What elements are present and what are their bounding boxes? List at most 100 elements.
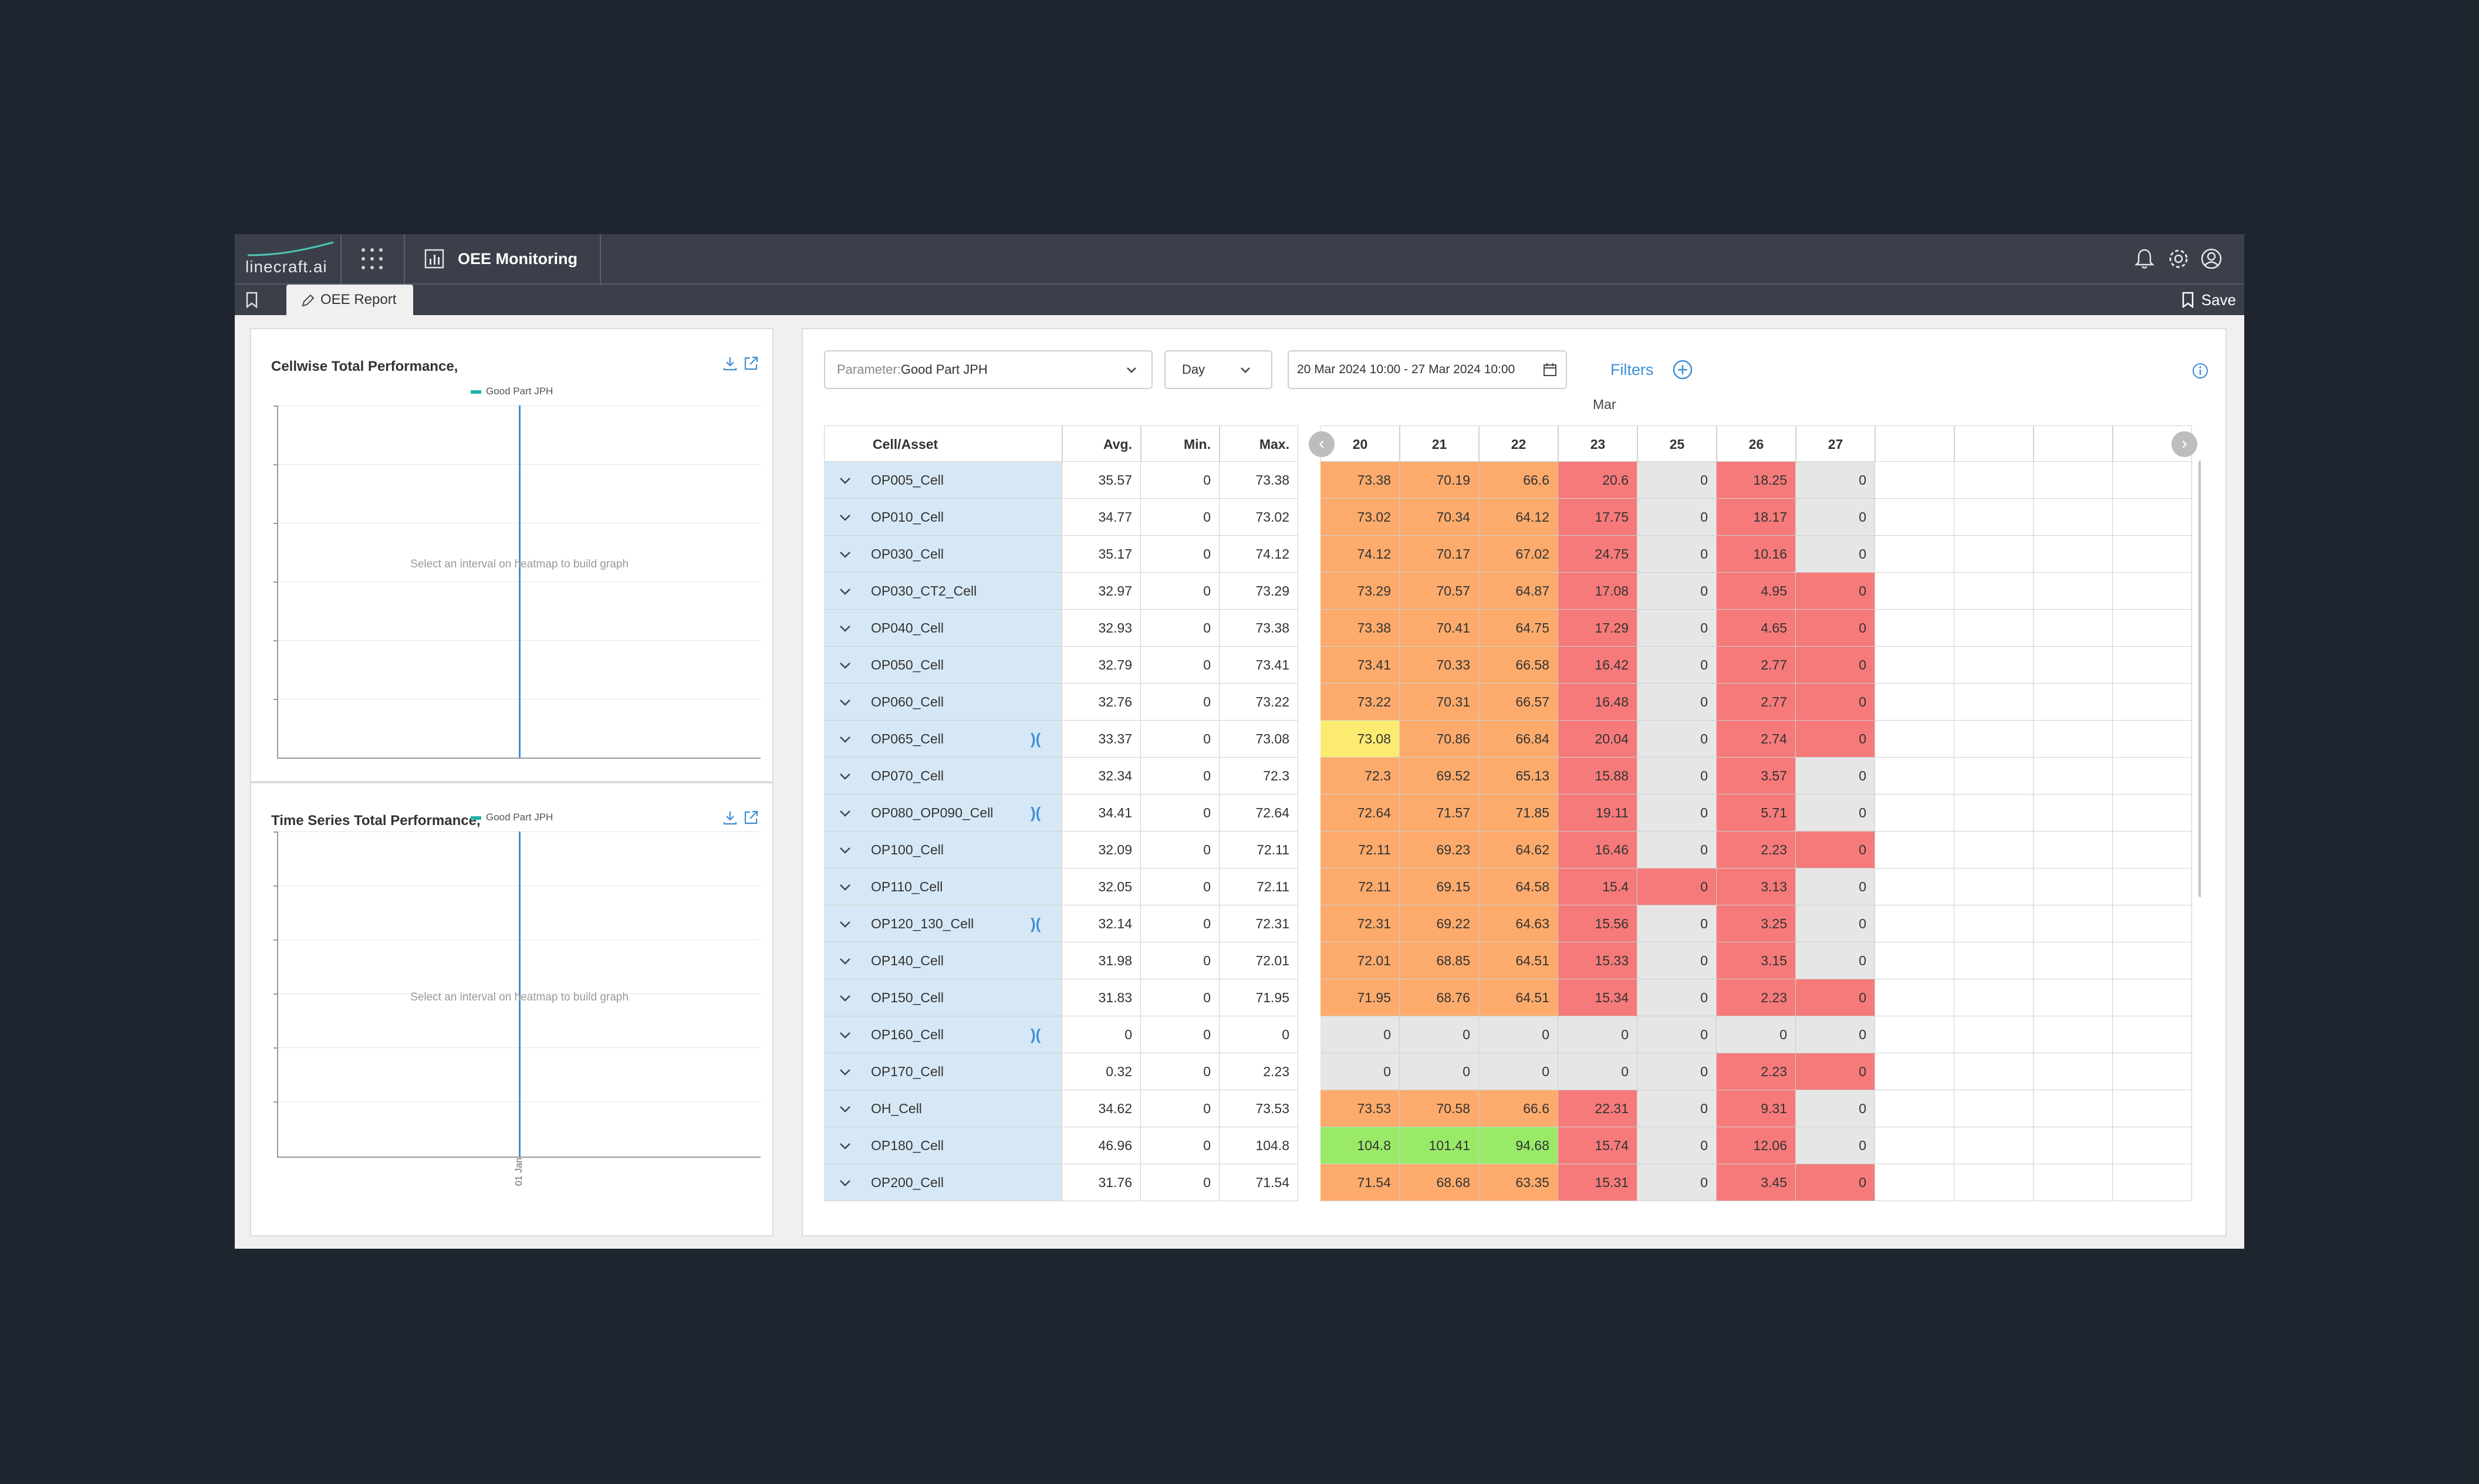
heatmap-cell[interactable]: 73.53 <box>1320 1090 1400 1127</box>
heatmap-cell[interactable]: 20.04 <box>1558 721 1637 758</box>
heatmap-cell[interactable]: 72.64 <box>1320 795 1400 831</box>
chevron-down-icon[interactable] <box>838 843 852 857</box>
heatmap-cell[interactable]: 18.25 <box>1717 462 1796 499</box>
heatmap-cell[interactable]: 3.13 <box>1717 868 1796 905</box>
table-row[interactable]: OP070_Cell 32.34 0 72.3 72.3 69.52 65.13 15.88 0… <box>824 758 2201 795</box>
heatmap-cell[interactable]: 0 <box>1637 573 1717 610</box>
heatmap-cell[interactable]: 73.29 <box>1320 573 1400 610</box>
chevron-down-icon[interactable] <box>838 511 852 525</box>
heatmap-cell[interactable]: 17.75 <box>1558 499 1637 536</box>
day-header[interactable] <box>1875 425 1954 462</box>
heatmap-cell[interactable]: 0 <box>1637 979 1717 1016</box>
chevron-down-icon[interactable] <box>838 954 852 968</box>
heatmap-cell[interactable]: 63.35 <box>1479 1164 1558 1201</box>
heatmap-cell[interactable]: 70.41 <box>1400 610 1479 647</box>
date-range-picker[interactable]: 20 Mar 2024 10:00 - 27 Mar 2024 10:00 <box>1288 350 1567 389</box>
heatmap-cell[interactable]: 16.48 <box>1558 684 1637 721</box>
chevron-down-icon[interactable] <box>838 695 852 709</box>
heatmap-cell[interactable]: 71.54 <box>1320 1164 1400 1201</box>
heatmap-cell[interactable]: 0 <box>1637 462 1717 499</box>
heatmap-cell[interactable]: 0 <box>1796 795 1875 831</box>
heatmap-cell[interactable]: 72.3 <box>1320 758 1400 795</box>
heatmap-cell[interactable]: 73.02 <box>1320 499 1400 536</box>
heatmap-cell[interactable]: 0 <box>1479 1016 1558 1053</box>
heatmap-cell[interactable]: 0 <box>1637 1090 1717 1127</box>
timeseries-plot-area[interactable]: Select an interval on heatmap to build g… <box>273 831 761 1158</box>
chevron-down-icon[interactable] <box>838 917 852 931</box>
chevron-down-icon[interactable] <box>838 769 852 783</box>
heatmap-cell[interactable]: 69.15 <box>1400 868 1479 905</box>
info-icon[interactable] <box>2191 362 2209 380</box>
chevron-down-icon[interactable] <box>838 658 852 672</box>
heatmap-cell[interactable]: 101.41 <box>1400 1127 1479 1164</box>
heatmap-cell[interactable]: 0 <box>1796 979 1875 1016</box>
heatmap-cell[interactable]: 72.11 <box>1320 831 1400 868</box>
heatmap-cell[interactable]: 5.71 <box>1717 795 1796 831</box>
heatmap-cell[interactable]: 0 <box>1558 1016 1637 1053</box>
heatmap-cell[interactable]: 2.23 <box>1717 979 1796 1016</box>
cell-asset-name[interactable]: OP065_Cell)( <box>824 721 1062 758</box>
heatmap-cell[interactable]: 68.76 <box>1400 979 1479 1016</box>
apps-grid-icon[interactable] <box>360 247 384 271</box>
heatmap-cell[interactable]: 0 <box>1717 1016 1796 1053</box>
heatmap-cell[interactable]: 70.33 <box>1400 647 1479 684</box>
table-row[interactable]: OH_Cell 34.62 0 73.53 73.53 70.58 66.6 22.31 0 9.… <box>824 1090 2201 1127</box>
heatmap-cell[interactable]: 15.56 <box>1558 905 1637 942</box>
heatmap-cell[interactable]: 66.6 <box>1479 462 1558 499</box>
table-row[interactable]: OP140_Cell 31.98 0 72.01 72.01 68.85 64.51 15.3… <box>824 942 2201 979</box>
heatmap-cell[interactable]: 0 <box>1796 1053 1875 1090</box>
heatmap-cell[interactable]: 0 <box>1637 610 1717 647</box>
chevron-down-icon[interactable] <box>838 621 852 635</box>
heatmap-cell[interactable]: 0 <box>1796 610 1875 647</box>
heatmap-cell[interactable]: 0 <box>1796 831 1875 868</box>
heatmap-cell[interactable]: 73.38 <box>1320 462 1400 499</box>
heatmap-cell[interactable]: 15.34 <box>1558 979 1637 1016</box>
heatmap-cell[interactable]: 94.68 <box>1479 1127 1558 1164</box>
day-header[interactable]: 26 <box>1717 425 1796 462</box>
heatmap-cell[interactable]: 69.23 <box>1400 831 1479 868</box>
heatmap-cell[interactable]: 0 <box>1796 536 1875 573</box>
heatmap-cell[interactable]: 70.34 <box>1400 499 1479 536</box>
cell-asset-name[interactable]: OP120_130_Cell)( <box>824 905 1062 942</box>
heatmap-cell[interactable]: 66.84 <box>1479 721 1558 758</box>
heatmap-cell[interactable]: 73.41 <box>1320 647 1400 684</box>
scroll-right-button[interactable]: › <box>2171 431 2197 457</box>
parameter-dropdown[interactable]: Parameter:Good Part JPH <box>824 350 1153 389</box>
user-profile-icon[interactable] <box>2200 247 2224 272</box>
heatmap-cell[interactable]: 0 <box>1637 868 1717 905</box>
heatmap-cell[interactable]: 0 <box>1796 647 1875 684</box>
bookmark-list-icon[interactable] <box>245 292 258 308</box>
table-row[interactable]: OP030_Cell 35.17 0 74.12 74.12 70.17 67.02 24.7… <box>824 536 2201 573</box>
header-cell-asset[interactable]: Cell/Asset <box>824 425 1062 462</box>
heatmap-cell[interactable]: 64.87 <box>1479 573 1558 610</box>
heatmap-cell[interactable]: 0 <box>1637 758 1717 795</box>
cell-asset-name[interactable]: OP080_OP090_Cell)( <box>824 795 1062 831</box>
heatmap-cell[interactable]: 9.31 <box>1717 1090 1796 1127</box>
heatmap-cell[interactable]: 17.08 <box>1558 573 1637 610</box>
heatmap-cell[interactable]: 71.85 <box>1479 795 1558 831</box>
heatmap-cell[interactable]: 0 <box>1796 499 1875 536</box>
chevron-down-icon[interactable] <box>838 732 852 746</box>
heatmap-cell[interactable]: 64.51 <box>1479 942 1558 979</box>
heatmap-cell[interactable]: 3.25 <box>1717 905 1796 942</box>
heatmap-cell[interactable]: 0 <box>1796 462 1875 499</box>
bell-icon[interactable] <box>2133 247 2157 272</box>
heatmap-cell[interactable]: 0 <box>1796 758 1875 795</box>
heatmap-cell[interactable]: 16.42 <box>1558 647 1637 684</box>
heatmap-cell[interactable]: 15.33 <box>1558 942 1637 979</box>
heatmap-cell[interactable]: 3.57 <box>1717 758 1796 795</box>
table-row[interactable]: OP050_Cell 32.79 0 73.41 73.41 70.33 66.58 16.4… <box>824 647 2201 684</box>
heatmap-cell[interactable]: 0 <box>1796 573 1875 610</box>
heatmap-cell[interactable]: 2.23 <box>1717 831 1796 868</box>
heatmap-cell[interactable]: 70.58 <box>1400 1090 1479 1127</box>
heatmap-cell[interactable]: 0 <box>1796 1016 1875 1053</box>
open-external-icon[interactable] <box>743 355 759 371</box>
heatmap-cell[interactable]: 3.45 <box>1717 1164 1796 1201</box>
heatmap-cell[interactable]: 73.08 <box>1320 721 1400 758</box>
table-row[interactable]: OP030_CT2_Cell 32.97 0 73.29 73.29 70.57 64.87… <box>824 573 2201 610</box>
chevron-down-icon[interactable] <box>838 1176 852 1190</box>
heatmap-cell[interactable]: 72.11 <box>1320 868 1400 905</box>
heatmap-cell[interactable]: 10.16 <box>1717 536 1796 573</box>
heatmap-cell[interactable]: 0 <box>1637 684 1717 721</box>
link-icon[interactable]: )( <box>1031 730 1041 748</box>
